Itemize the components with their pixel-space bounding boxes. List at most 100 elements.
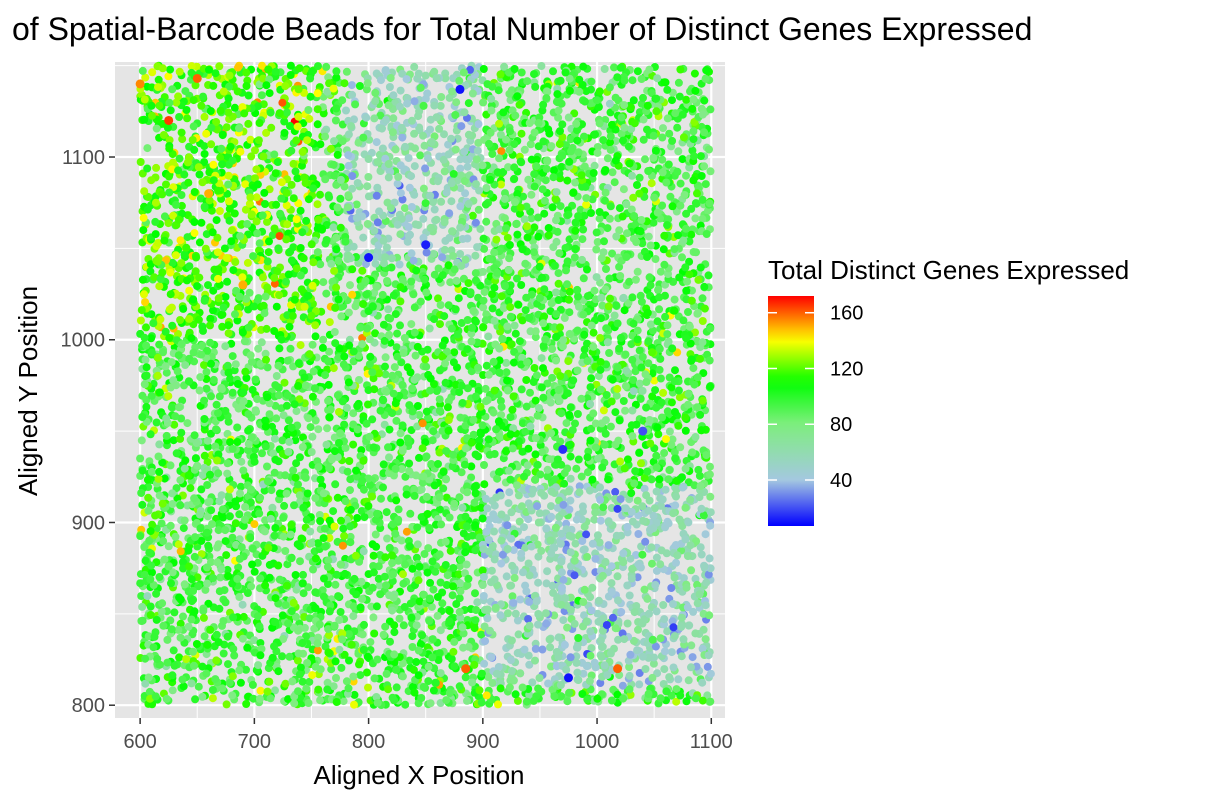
data-point (175, 373, 184, 382)
data-point (589, 169, 598, 177)
data-point (507, 508, 516, 517)
data-point (704, 271, 713, 280)
data-point (502, 572, 511, 581)
data-point (185, 262, 194, 271)
data-point (182, 106, 191, 114)
data-point (321, 542, 330, 551)
data-point (380, 572, 389, 581)
data-point (615, 204, 624, 213)
data-point (527, 214, 536, 223)
data-point (223, 565, 232, 574)
data-point (206, 338, 215, 347)
data-point (322, 440, 331, 449)
data-point (436, 669, 445, 678)
data-point (345, 457, 354, 465)
data-point (263, 363, 272, 372)
data-point (606, 202, 615, 211)
data-point (414, 221, 423, 229)
data-point (271, 686, 279, 695)
data-point (511, 329, 520, 338)
data-point (460, 147, 469, 156)
data-point (336, 560, 345, 569)
data-point (533, 411, 542, 420)
data-point (553, 227, 562, 236)
data-point (189, 122, 198, 131)
data-point (332, 674, 340, 682)
data-point (661, 312, 670, 321)
data-point (137, 617, 146, 625)
data-point (508, 592, 517, 601)
data-point (560, 479, 569, 488)
data-point (473, 598, 482, 607)
data-point (513, 616, 522, 625)
data-point (433, 611, 442, 620)
data-point (677, 613, 686, 622)
data-point (675, 515, 684, 524)
data-point (634, 530, 643, 538)
data-point (552, 216, 560, 225)
data-point (638, 550, 647, 559)
data-point (628, 76, 637, 85)
data-point (237, 543, 246, 552)
data-point (416, 297, 425, 306)
data-point (370, 629, 379, 638)
data-point (671, 501, 680, 510)
data-point (294, 112, 303, 121)
data-point (628, 564, 637, 573)
data-point (381, 353, 390, 362)
data-point (429, 585, 438, 594)
data-point (691, 433, 700, 441)
data-point (145, 548, 154, 557)
data-point (551, 288, 560, 297)
data-point (162, 431, 171, 440)
data-point (513, 481, 521, 490)
data-point (515, 517, 524, 526)
data-point (321, 175, 330, 184)
data-point (242, 700, 251, 708)
data-point (348, 184, 357, 193)
data-point (243, 220, 252, 228)
data-point (214, 540, 223, 549)
data-point (223, 361, 232, 370)
data-point (454, 294, 463, 303)
data-point (392, 683, 401, 692)
data-point (191, 454, 200, 463)
data-point (295, 64, 304, 73)
data-point (209, 574, 218, 583)
data-point (195, 170, 204, 179)
data-point (503, 609, 512, 618)
data-point (165, 136, 174, 145)
data-point (272, 200, 281, 209)
data-point (217, 491, 226, 500)
data-point (285, 652, 294, 661)
data-point (695, 493, 704, 502)
data-point (557, 568, 566, 577)
data-point (651, 642, 660, 651)
data-point (564, 210, 573, 219)
data-point (169, 646, 178, 655)
data-point (179, 612, 187, 621)
data-point (410, 303, 419, 312)
data-point (663, 330, 672, 339)
data-point (511, 609, 520, 618)
data-point (571, 419, 579, 428)
data-point (302, 216, 311, 225)
data-point (299, 254, 308, 263)
data-point (506, 127, 514, 136)
data-point (243, 643, 252, 652)
data-point (147, 176, 156, 185)
data-point (308, 432, 317, 441)
data-point (490, 527, 498, 536)
data-point (275, 344, 284, 353)
data-point (228, 226, 236, 235)
data-point (627, 103, 635, 112)
data-point (378, 124, 386, 133)
data-point (455, 607, 464, 616)
data-point (610, 311, 619, 320)
data-point (556, 202, 565, 211)
data-point (217, 144, 226, 153)
data-point (522, 402, 531, 411)
data-point (579, 62, 588, 71)
data-point (248, 385, 257, 394)
